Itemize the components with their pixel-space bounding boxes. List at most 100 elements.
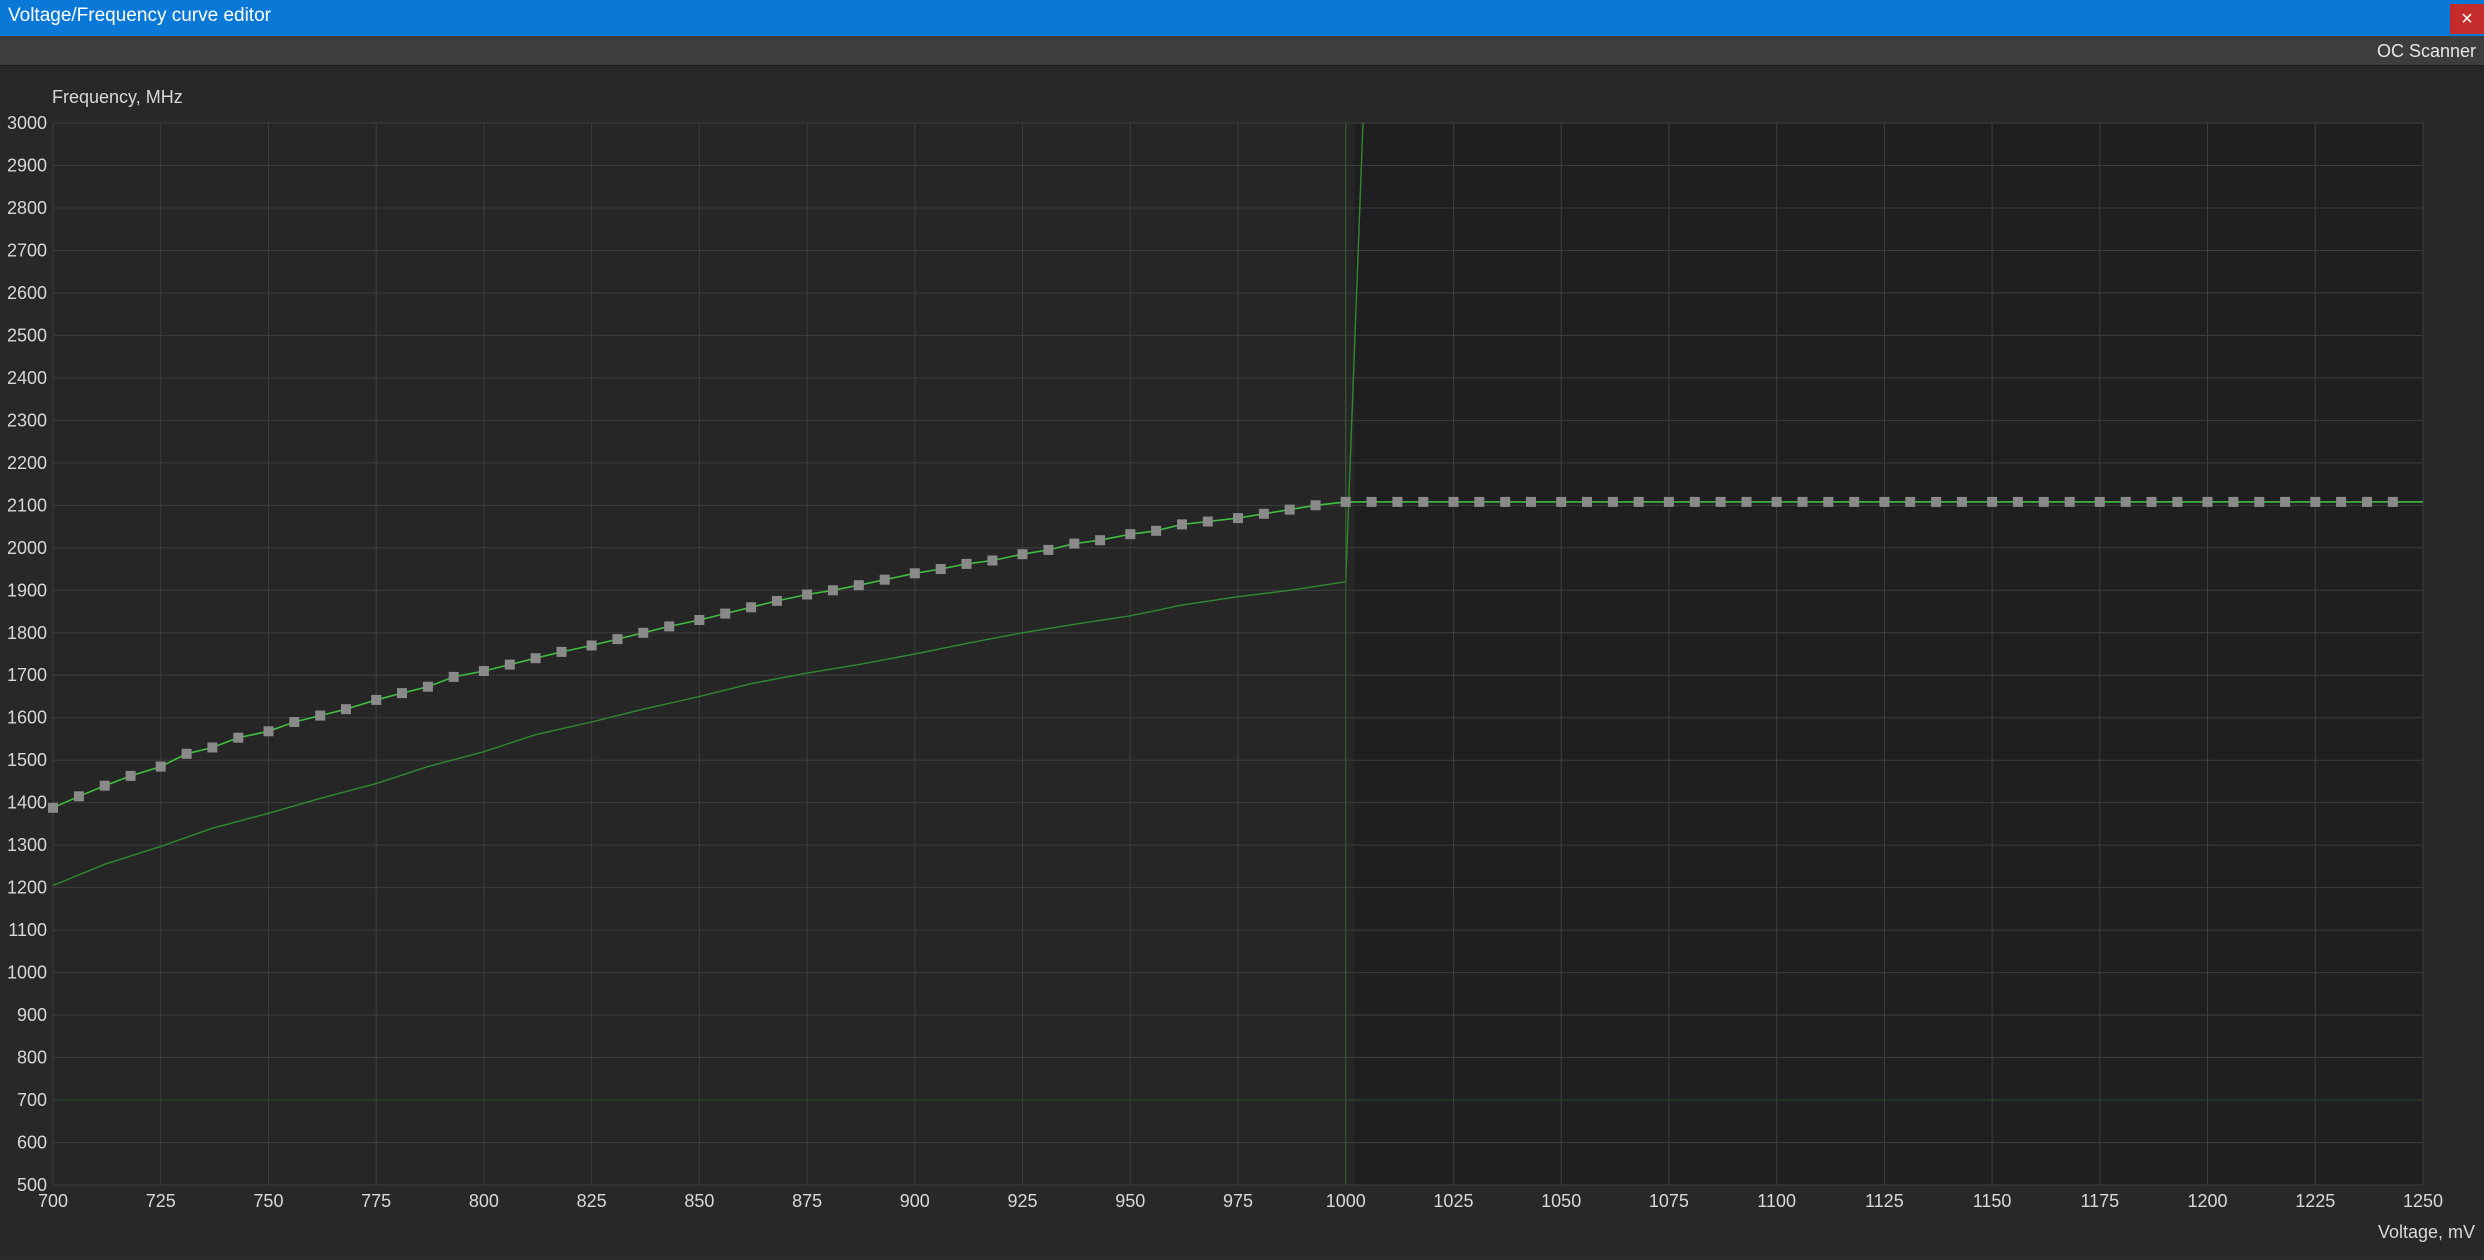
curve-point[interactable] [1689, 496, 1700, 507]
curve-point[interactable] [1526, 496, 1536, 507]
curve-point[interactable] [1233, 513, 1243, 524]
curve-point[interactable] [504, 659, 515, 670]
curve-point[interactable] [694, 615, 705, 625]
curve-point[interactable] [1879, 496, 1890, 507]
curve-point[interactable] [1741, 496, 1752, 507]
curve-point[interactable] [2362, 496, 2372, 507]
y-tick-label: 2600 [7, 283, 47, 303]
curve-point[interactable] [1095, 535, 1106, 546]
title-bar: Voltage/Frequency curve editor × [0, 0, 2484, 36]
curve-point[interactable] [935, 564, 946, 574]
curve-point[interactable] [99, 780, 110, 791]
curve-point[interactable] [1582, 496, 1592, 507]
curve-point[interactable] [1125, 529, 1136, 540]
x-tick-label: 850 [684, 1191, 714, 1211]
curve-point[interactable] [1284, 504, 1295, 515]
curve-point[interactable] [73, 791, 84, 802]
curve-point[interactable] [586, 640, 597, 651]
curve-point[interactable] [1931, 496, 1942, 507]
curve-point[interactable] [207, 742, 218, 753]
curve-point[interactable] [1418, 496, 1429, 507]
y-tick-label: 1800 [7, 623, 47, 643]
curve-point[interactable] [1340, 496, 1351, 507]
curve-point[interactable] [341, 704, 351, 715]
curve-point[interactable] [720, 608, 731, 619]
curve-point[interactable] [2094, 496, 2105, 507]
curve-point[interactable] [1663, 496, 1674, 507]
curve-point[interactable] [289, 717, 300, 727]
curve-point[interactable] [315, 710, 326, 721]
curve-point[interactable] [1151, 525, 1162, 536]
curve-point[interactable] [1905, 496, 1916, 507]
curve-point[interactable] [1448, 496, 1459, 507]
curve-point[interactable] [2202, 496, 2213, 507]
curve-point[interactable] [2146, 496, 2157, 507]
curve-point[interactable] [1607, 496, 1618, 507]
curve-point[interactable] [2387, 496, 2398, 507]
curve-point[interactable] [987, 555, 998, 566]
curve-point[interactable] [802, 589, 813, 600]
curve-point[interactable] [2336, 496, 2347, 507]
curve-point[interactable] [2280, 496, 2291, 507]
curve-point[interactable] [612, 634, 623, 645]
curve-point[interactable] [1366, 496, 1377, 507]
curve-point[interactable] [556, 646, 567, 657]
curve-point[interactable] [2310, 496, 2321, 507]
curve-point[interactable] [1956, 496, 1967, 507]
curve-point[interactable] [1633, 496, 1644, 507]
curve-point[interactable] [2064, 496, 2075, 507]
curve-point[interactable] [1823, 496, 1834, 507]
vf-curve-chart-area[interactable]: 500 600 700 800 900 1000 1100 1200 1300 1400 1500 1… [0, 66, 2484, 1255]
curve-point[interactable] [2120, 496, 2131, 507]
curve-point[interactable] [909, 568, 920, 579]
curve-point[interactable] [1069, 538, 1080, 549]
curve-point[interactable] [1202, 516, 1213, 527]
curve-point[interactable] [1043, 544, 1054, 555]
curve-point[interactable] [879, 574, 890, 585]
curve-point[interactable] [664, 621, 675, 632]
curve-point[interactable] [371, 694, 382, 705]
curve-point[interactable] [1556, 496, 1567, 507]
x-tick-label: 1225 [2295, 1191, 2335, 1211]
curve-point[interactable] [1177, 519, 1187, 530]
vf-curve-chart[interactable]: 500 600 700 800 900 1000 1100 1200 1300 1400 1500 1… [0, 66, 2484, 1255]
curve-point[interactable] [155, 761, 166, 772]
curve-point[interactable] [125, 770, 136, 781]
curve-point[interactable] [2038, 496, 2049, 507]
curve-point[interactable] [478, 666, 489, 676]
curve-point[interactable] [530, 653, 541, 664]
curve-point[interactable] [422, 681, 433, 692]
curve-point[interactable] [181, 748, 192, 759]
y-tick-label: 1200 [7, 878, 47, 898]
curve-point[interactable] [1500, 496, 1511, 507]
curve-point[interactable] [853, 580, 864, 591]
curve-point[interactable] [233, 732, 244, 743]
curve-point[interactable] [48, 802, 58, 813]
curve-point[interactable] [1715, 496, 1726, 507]
curve-series[interactable] [48, 122, 2423, 1185]
curve-point[interactable] [1987, 496, 1998, 507]
curve-point[interactable] [448, 671, 459, 682]
y-tick-label: 1300 [7, 835, 47, 855]
curve-point[interactable] [827, 585, 838, 596]
curve-point[interactable] [1392, 496, 1403, 507]
curve-point[interactable] [263, 726, 274, 737]
curve-point[interactable] [397, 688, 407, 699]
curve-point[interactable] [2012, 496, 2023, 507]
curve-point[interactable] [771, 595, 782, 606]
curve-point[interactable] [961, 558, 972, 569]
curve-point[interactable] [1258, 508, 1269, 519]
curve-point[interactable] [2172, 496, 2183, 507]
curve-point[interactable] [1474, 496, 1485, 507]
curve-point[interactable] [1771, 496, 1782, 507]
curve-point[interactable] [1017, 549, 1028, 560]
curve-point[interactable] [746, 602, 757, 613]
curve-point[interactable] [2228, 496, 2239, 507]
curve-point[interactable] [1310, 500, 1321, 511]
close-button[interactable]: × [2450, 4, 2484, 34]
curve-point[interactable] [1849, 496, 1860, 507]
curve-point[interactable] [1797, 496, 1808, 507]
oc-scanner-button[interactable]: OC Scanner [2376, 41, 2476, 61]
curve-point[interactable] [2254, 496, 2265, 507]
curve-point[interactable] [638, 627, 649, 638]
